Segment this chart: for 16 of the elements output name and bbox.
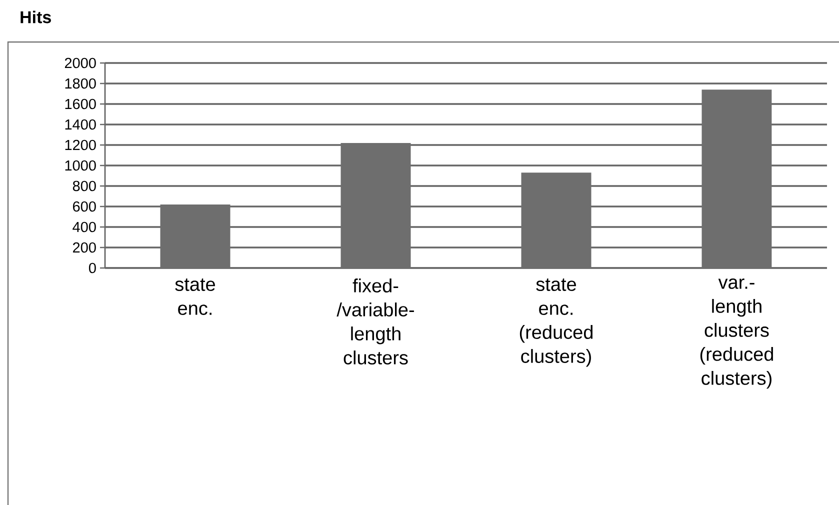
y-tick-label: 1400 (65, 119, 96, 130)
y-tick-label: 1000 (65, 160, 96, 171)
y-tick-label: 600 (73, 201, 96, 212)
y-tick-label: 200 (73, 242, 96, 253)
y-tick-label: 1800 (65, 78, 96, 89)
x-tick-label: var.-length clusters (reduced clusters) (700, 278, 773, 389)
y-tick-label: 0 (88, 262, 96, 274)
y-tick-label: 2000 (64, 58, 96, 68)
y-tick-label: 1600 (65, 98, 96, 110)
chart-title: Hits (20, 10, 51, 24)
y-tick-label: 800 (72, 180, 96, 192)
x-tick-label: fixed-/variable-length clusters (336, 278, 414, 364)
y-tick-label: 1200 (65, 140, 96, 150)
y-tick-label: 400 (72, 222, 96, 232)
x-tick-label: state enc. (175, 278, 216, 315)
x-tick-label: state enc. (reduced clusters) (520, 278, 592, 367)
